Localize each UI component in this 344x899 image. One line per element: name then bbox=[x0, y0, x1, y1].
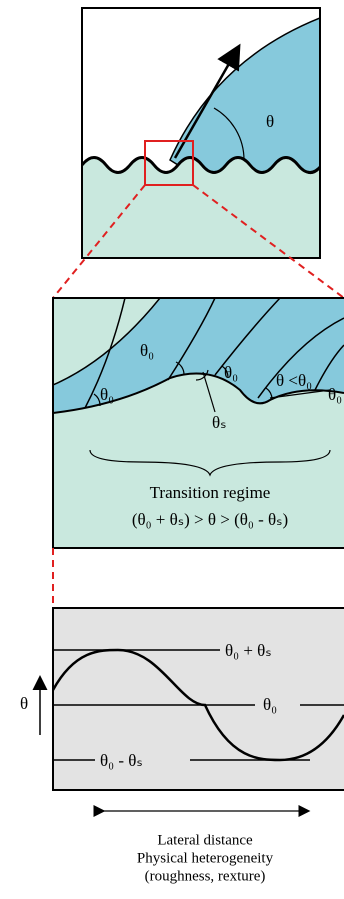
angle-label: θ <θ₀ bbox=[276, 371, 312, 390]
angle-label: θ bbox=[266, 112, 274, 131]
regime-formula: (θ₀ + θₛ) > θ > (θ₀ - θₛ) bbox=[132, 510, 288, 529]
axis-label: θ bbox=[20, 694, 28, 713]
caption-line: (roughness, rexture) bbox=[145, 868, 266, 884]
caption-line: Lateral distance bbox=[157, 832, 253, 848]
caption-line: Physical heterogeneity bbox=[137, 850, 274, 866]
angle-label: θ₀ bbox=[100, 385, 114, 404]
top-panel: θ bbox=[82, 8, 322, 258]
angle-label: θ₀ bbox=[328, 385, 342, 404]
lower-label: θ₀ - θₛ bbox=[100, 751, 143, 770]
angle-label: θ₀ bbox=[140, 341, 154, 360]
diagram: θ θ₀ θ₀ θ₀ θₛ θ <θ₀ θ₀ Transition regime… bbox=[0, 0, 344, 899]
middle-label: θ₀ bbox=[263, 695, 277, 714]
upper-label: θ₀ + θₛ bbox=[225, 641, 272, 660]
angle-label: θₛ bbox=[212, 413, 227, 432]
plot-panel bbox=[53, 608, 344, 790]
zoom-panel: θ₀ θ₀ θ₀ θₛ θ <θ₀ θ₀ Transition regime (… bbox=[53, 298, 344, 548]
angle-label: θ₀ bbox=[224, 363, 238, 382]
regime-title: Transition regime bbox=[150, 483, 271, 502]
